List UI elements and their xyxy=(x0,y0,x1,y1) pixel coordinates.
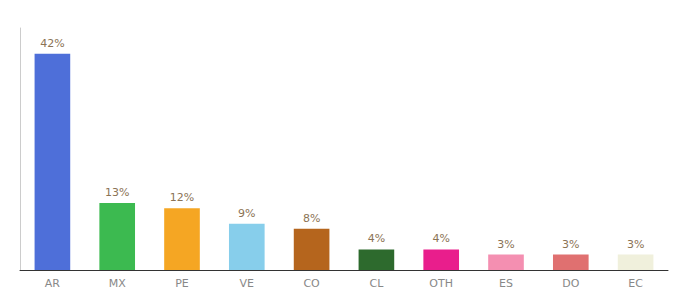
svg-text:3%: 3% xyxy=(627,238,644,251)
svg-text:DO: DO xyxy=(562,277,579,290)
svg-text:MX: MX xyxy=(109,277,126,290)
svg-text:PE: PE xyxy=(175,277,189,290)
svg-text:12%: 12% xyxy=(170,191,194,204)
svg-text:CL: CL xyxy=(369,277,384,290)
svg-text:4%: 4% xyxy=(432,232,449,245)
svg-text:9%: 9% xyxy=(238,207,255,220)
svg-text:3%: 3% xyxy=(497,238,514,251)
svg-text:42%: 42% xyxy=(40,37,64,50)
svg-text:ES: ES xyxy=(499,277,513,290)
svg-text:3%: 3% xyxy=(562,238,579,251)
svg-text:OTH: OTH xyxy=(429,277,453,290)
svg-text:8%: 8% xyxy=(303,212,320,225)
svg-text:13%: 13% xyxy=(105,186,129,199)
svg-text:AR: AR xyxy=(45,277,61,290)
svg-text:CO: CO xyxy=(303,277,320,290)
svg-text:VE: VE xyxy=(240,277,255,290)
svg-text:4%: 4% xyxy=(368,232,385,245)
svg-text:EC: EC xyxy=(628,277,643,290)
